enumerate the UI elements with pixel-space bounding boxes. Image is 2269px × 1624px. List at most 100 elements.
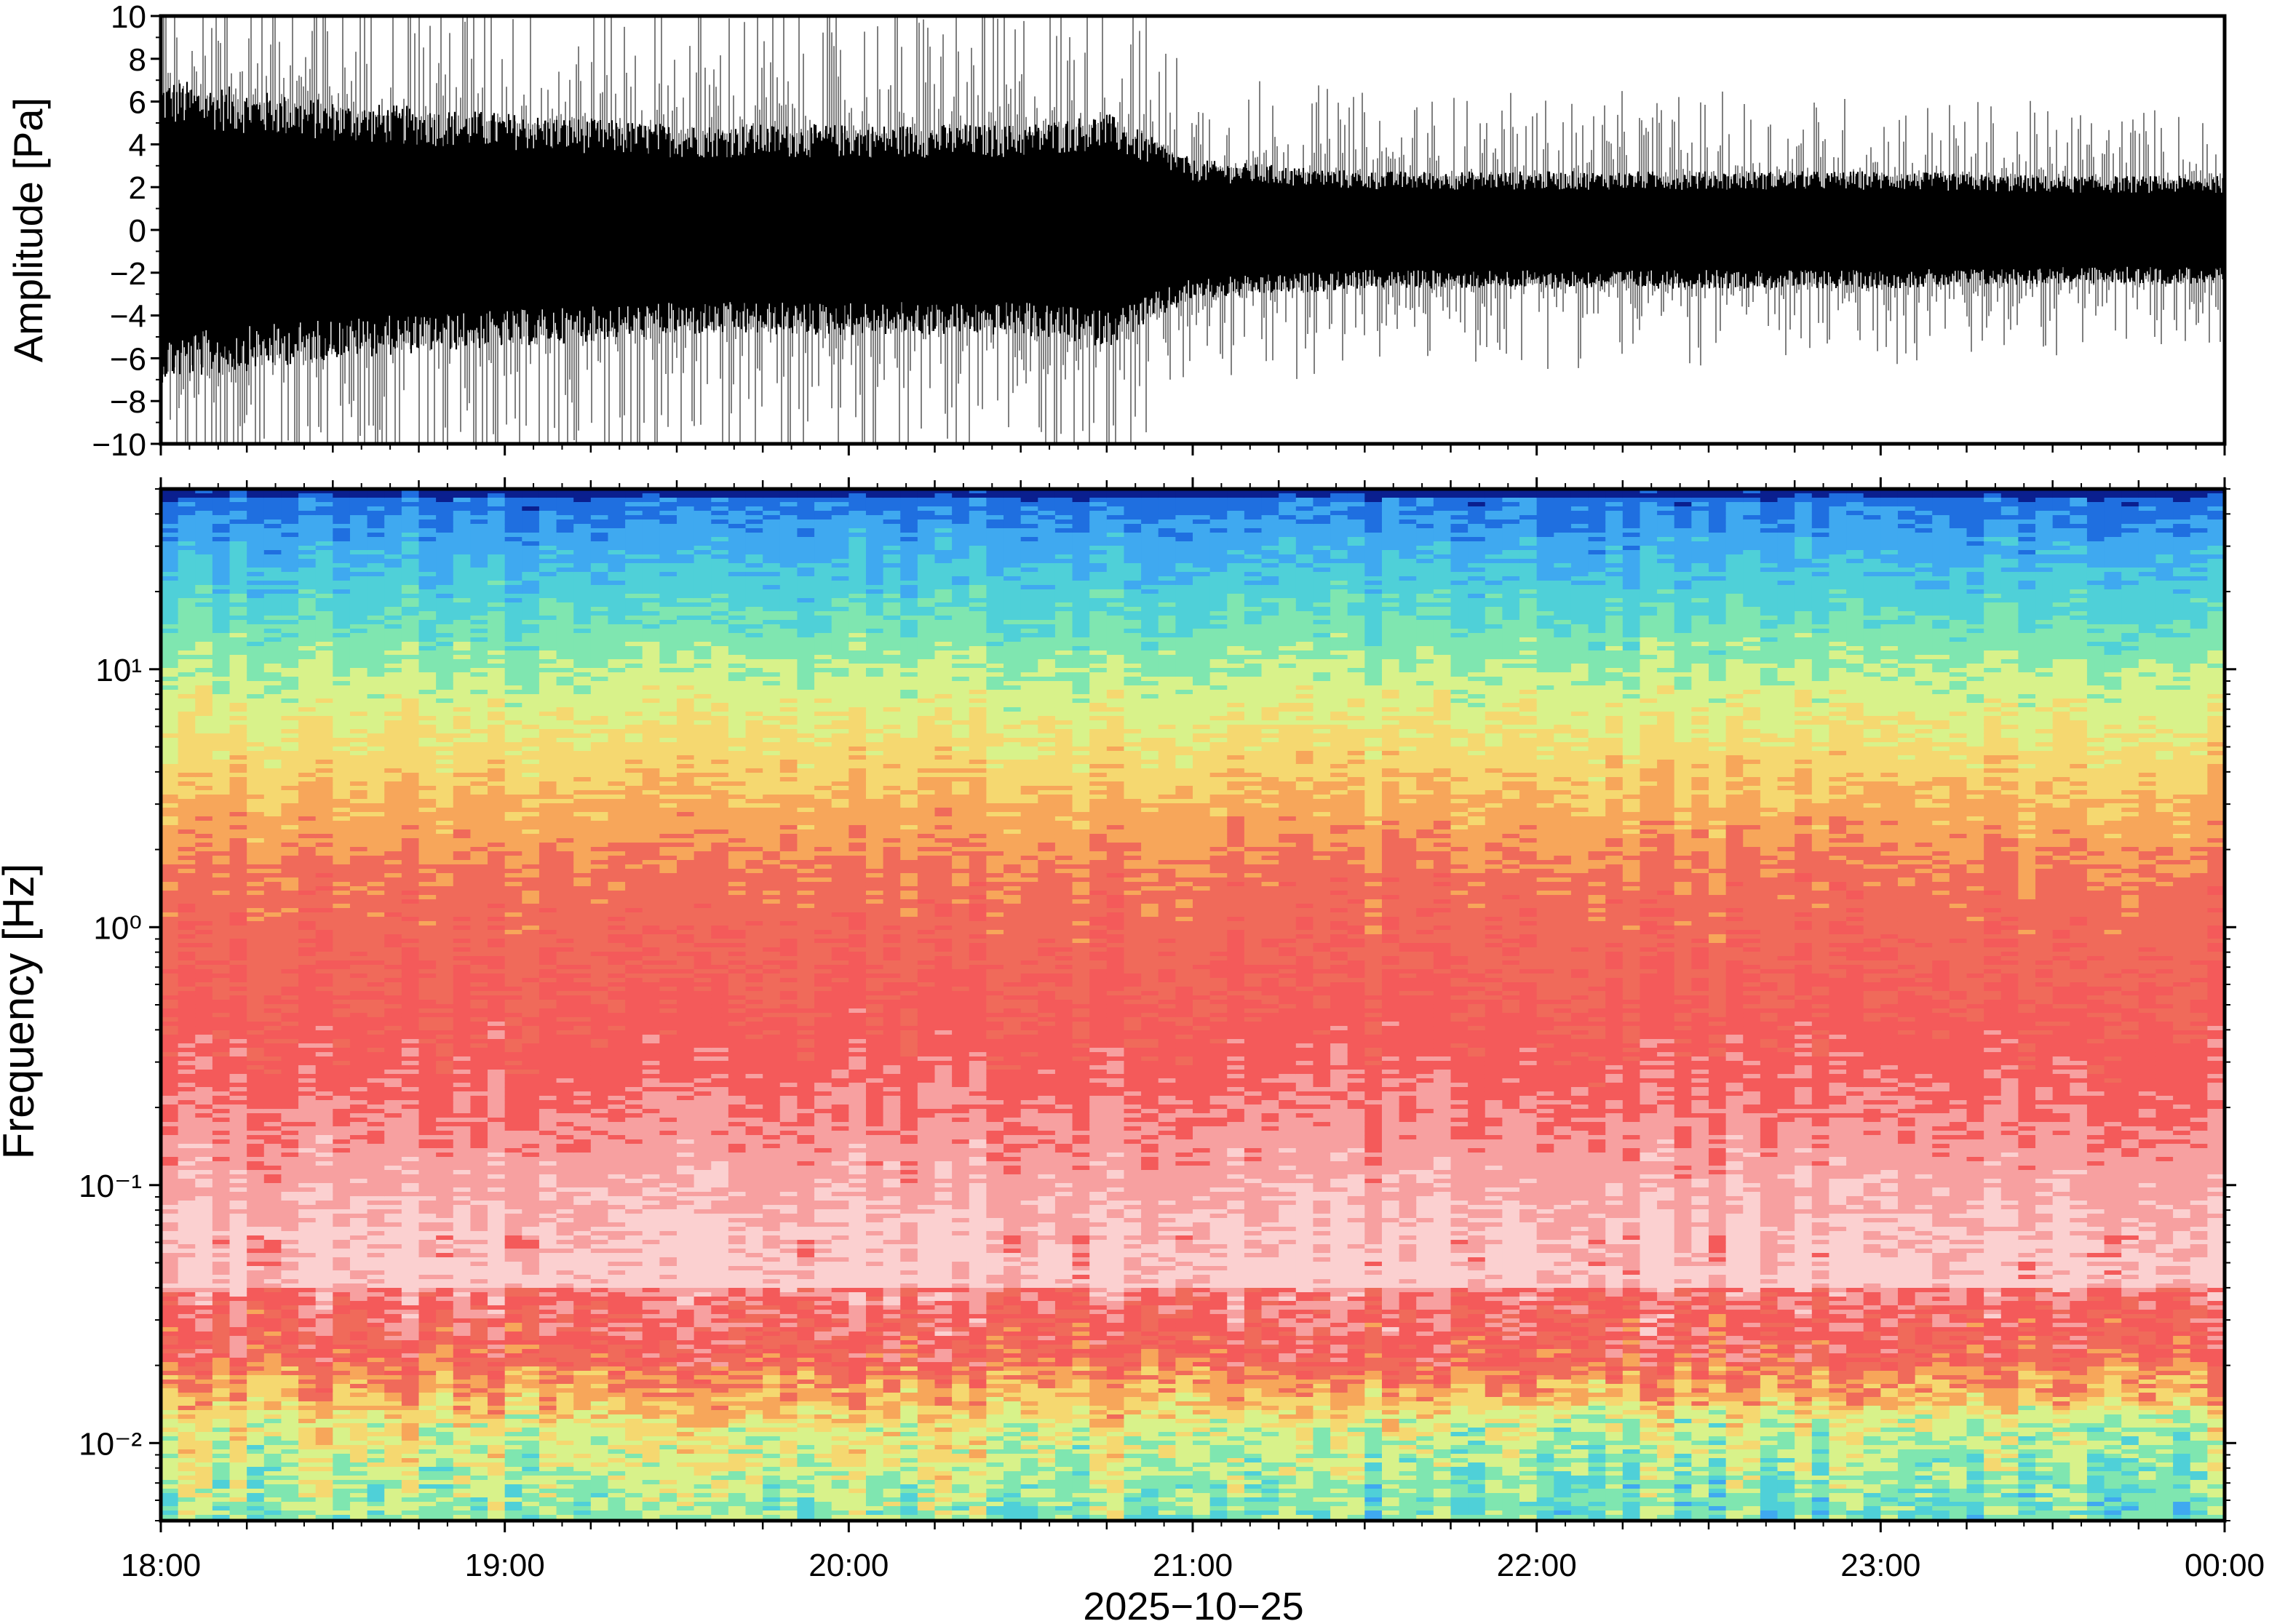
spectrogram-cell (333, 611, 351, 616)
spectrogram-cell (263, 1428, 282, 1433)
spectrogram-cell (178, 1240, 196, 1245)
spectrogram-cell (367, 1205, 386, 1210)
spectrogram-cell (401, 1397, 420, 1402)
spectrogram-cell (436, 1262, 454, 1267)
spectrogram-cell (504, 598, 523, 603)
spectrogram-cell (247, 1139, 265, 1145)
spectrogram-cell (263, 1454, 282, 1459)
spectrogram-cell (488, 1314, 506, 1319)
spectrogram-cell (349, 803, 368, 808)
spectrogram-cell (263, 1022, 282, 1027)
spectrogram-cell (470, 1283, 488, 1289)
spectrogram-cell (161, 764, 179, 769)
spectrogram-cell (418, 1397, 437, 1402)
spectrogram-cell (401, 1214, 420, 1219)
spectrogram-cell (401, 1502, 420, 1507)
spectrogram-cell (315, 1366, 334, 1372)
spectrogram-cell (349, 585, 368, 590)
spectrogram-cell (488, 773, 506, 778)
spectrogram-cell (436, 777, 454, 782)
spectrogram-cell (470, 1428, 488, 1433)
spectrogram-cell (349, 1502, 368, 1507)
spectrogram-cell (436, 707, 454, 712)
spectrogram-cell (367, 1353, 386, 1358)
spectrogram-cell (298, 1096, 317, 1101)
spectrogram-cell (453, 873, 472, 878)
spectrogram-cell (367, 1218, 386, 1223)
spectrogram-cell (401, 1288, 420, 1293)
spectrogram-cell (229, 1192, 247, 1197)
spectrogram-cell (315, 655, 334, 660)
spectrogram-cell (229, 563, 247, 568)
spectrogram-cell (247, 1476, 265, 1481)
spectrogram-cell (263, 917, 282, 922)
spectrogram-cell (401, 799, 420, 804)
spectrogram-cell (212, 624, 231, 629)
spectrogram-cell (229, 987, 247, 992)
spectrogram-cell (504, 869, 523, 874)
spectrogram-cell (384, 738, 402, 743)
spectrogram-cell (384, 795, 402, 800)
spectrogram-cell (384, 1266, 402, 1271)
spectrogram-cell (298, 1235, 317, 1241)
spectrogram-cell (195, 1458, 213, 1463)
spectrogram-cell (212, 1397, 231, 1402)
spectrogram-cell (195, 1174, 213, 1179)
spectrogram-cell (436, 891, 454, 896)
spectrogram-cell (367, 1109, 386, 1114)
spectrogram-cell (384, 904, 402, 909)
spectrogram-cell (281, 847, 299, 852)
spectrogram-cell (281, 1161, 299, 1166)
spectrogram-cell (315, 1218, 334, 1223)
spectrogram-cell (436, 620, 454, 625)
spectrogram-cell (161, 694, 179, 699)
spectrogram-cell (367, 633, 386, 638)
spectrogram-cell (418, 1070, 437, 1075)
spectrogram-cell (333, 1257, 351, 1262)
spectrogram-cell (418, 1074, 437, 1079)
spectrogram-cell (488, 1096, 506, 1101)
spectrogram-cell (161, 1205, 179, 1210)
spectrogram-cell (436, 1231, 454, 1236)
spectrogram-cell (488, 1056, 506, 1062)
spectrogram-cell (315, 1270, 334, 1275)
spectrogram-cell (229, 1056, 247, 1062)
spectrogram-cell (436, 528, 454, 533)
spectrogram-cell (349, 1375, 368, 1380)
spectrogram-cell (384, 1091, 402, 1096)
spectrogram-cell (333, 851, 351, 856)
spectrogram-cell (281, 1235, 299, 1241)
spectrogram-cell (263, 982, 282, 987)
spectrogram-cell (195, 1506, 213, 1511)
spectrogram-cell (263, 1397, 282, 1402)
spectrogram-cell (263, 533, 282, 538)
spectrogram-cell (178, 550, 196, 555)
spectrogram-cell (401, 629, 420, 634)
spectrogram-cell (229, 1161, 247, 1166)
spectrogram-cell (436, 947, 454, 952)
spectrogram-cell (263, 1253, 282, 1258)
spectrogram-cell (247, 747, 265, 752)
spectrogram-cell (281, 1288, 299, 1293)
spectrogram-cell (367, 974, 386, 979)
spectrogram-cell (229, 1327, 247, 1332)
spectrogram-cell (247, 1126, 265, 1131)
spectrogram-cell (384, 1502, 402, 1507)
spectrogram-cell (298, 1209, 317, 1214)
spectrogram-cell (349, 921, 368, 926)
spectrogram-cell (418, 1135, 437, 1140)
spectrogram-cell (281, 1030, 299, 1035)
spectrogram-cell (212, 493, 231, 498)
spectrogram-cell (504, 581, 523, 586)
spectrogram-cell (384, 899, 402, 904)
spectrogram-cell (436, 611, 454, 616)
spectrogram-cell (470, 1371, 488, 1376)
spectrogram-cell (212, 1454, 231, 1459)
spectrogram-cell (436, 533, 454, 538)
spectrogram-cell (247, 952, 265, 957)
spectrogram-cell (401, 1166, 420, 1171)
spectrogram-cell (367, 921, 386, 926)
spectrogram-cell (247, 1388, 265, 1393)
spectrogram-cell (298, 843, 317, 848)
spectrogram-cell (298, 1314, 317, 1319)
